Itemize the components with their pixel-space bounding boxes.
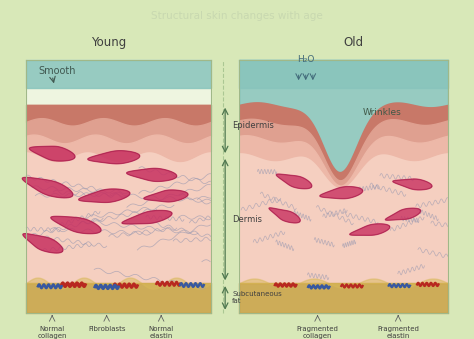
Text: Normal
elastin: Normal elastin [148, 326, 174, 339]
Text: Smooth: Smooth [38, 66, 75, 76]
Polygon shape [269, 208, 300, 223]
Polygon shape [127, 168, 177, 181]
Text: Young: Young [91, 36, 127, 49]
Text: Dermis: Dermis [232, 215, 262, 224]
Polygon shape [276, 174, 312, 189]
Polygon shape [22, 177, 73, 198]
Polygon shape [320, 187, 363, 199]
Text: Subcutaneous
fat: Subcutaneous fat [232, 292, 282, 304]
Polygon shape [29, 146, 75, 161]
Polygon shape [350, 224, 390, 235]
Text: Normal
collagen: Normal collagen [37, 326, 67, 339]
Polygon shape [88, 151, 140, 164]
Polygon shape [23, 234, 63, 253]
Polygon shape [144, 190, 188, 202]
Text: Fragmented
elastin: Fragmented elastin [377, 326, 419, 339]
Text: H₂O: H₂O [297, 56, 314, 64]
Polygon shape [393, 179, 432, 190]
Polygon shape [79, 189, 130, 202]
Text: Epidermis: Epidermis [232, 121, 274, 130]
Polygon shape [51, 216, 101, 234]
Text: Wrinkles: Wrinkles [363, 108, 401, 117]
Text: Structural skin changes with age: Structural skin changes with age [151, 11, 323, 21]
Polygon shape [385, 208, 420, 220]
Polygon shape [122, 211, 172, 224]
Text: Fibroblasts: Fibroblasts [88, 326, 126, 332]
Text: Fragmented
collagen: Fragmented collagen [297, 326, 338, 339]
Text: Old: Old [343, 36, 363, 49]
